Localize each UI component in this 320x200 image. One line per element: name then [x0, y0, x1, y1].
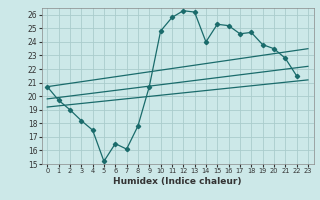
X-axis label: Humidex (Indice chaleur): Humidex (Indice chaleur) [113, 177, 242, 186]
